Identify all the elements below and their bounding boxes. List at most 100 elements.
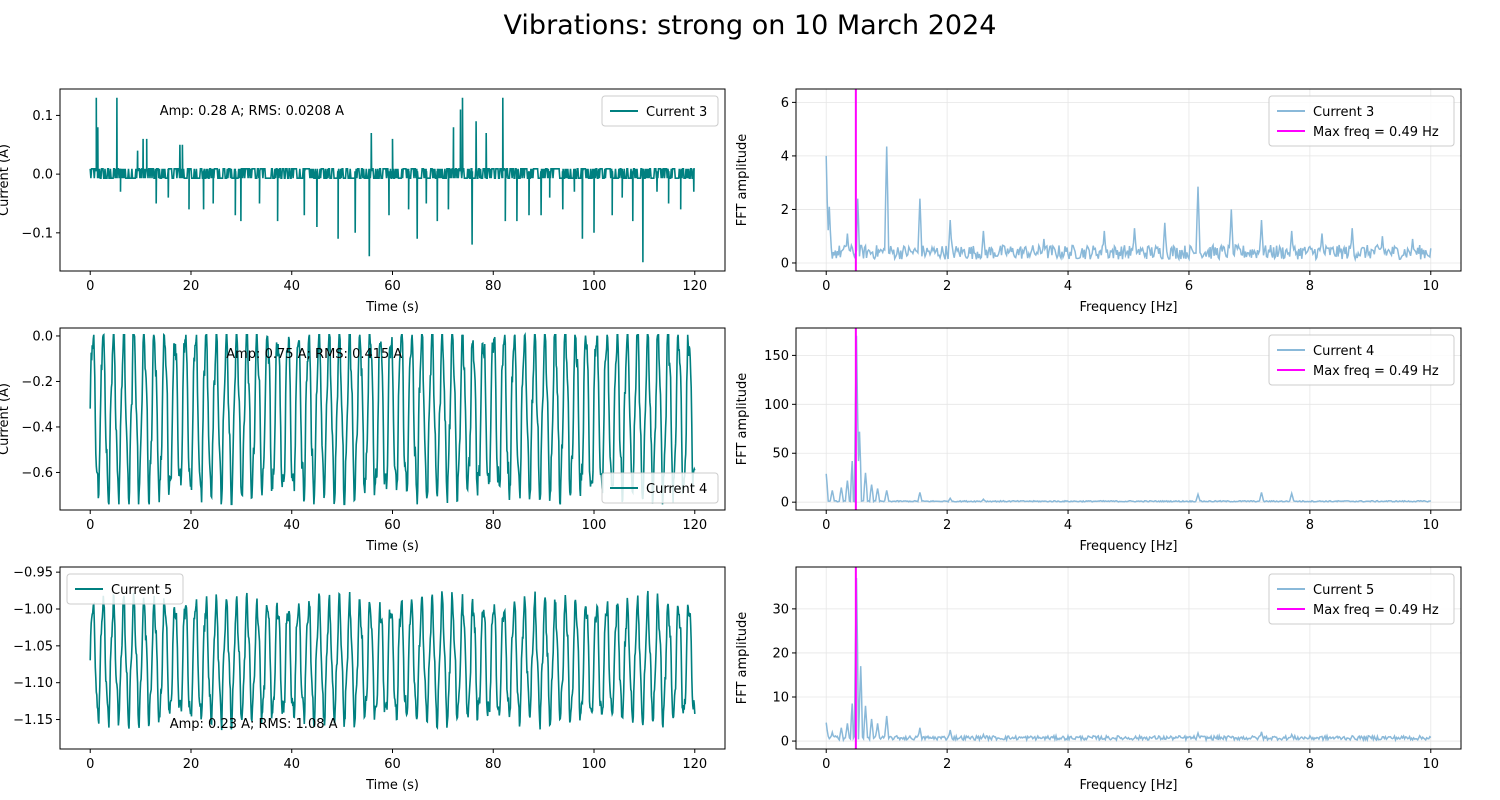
legend-label: Current 4 bbox=[646, 482, 707, 497]
y-tick-label: −0.4 bbox=[21, 420, 53, 435]
stats-annotation: Amp: 0.75 A; RMS: 0.415 A bbox=[226, 347, 402, 362]
y-tick-label: 0.0 bbox=[32, 168, 53, 183]
y-axis-label: FFT amplitude bbox=[735, 612, 750, 705]
series-line-fft-current-4 bbox=[825, 335, 1431, 504]
x-tick-label: 100 bbox=[582, 757, 607, 772]
legend-frame bbox=[601, 472, 719, 504]
x-tick-label: 2 bbox=[943, 518, 951, 533]
x-tick-label: 0 bbox=[822, 279, 830, 294]
legend-frame bbox=[1268, 573, 1455, 625]
x-tick-label: 2 bbox=[943, 757, 951, 772]
y-tick-label: 0.1 bbox=[32, 109, 53, 124]
x-tick-label: 10 bbox=[1422, 279, 1439, 294]
legend-frame bbox=[1268, 95, 1455, 147]
legend-label: Current 3 bbox=[646, 105, 707, 120]
y-tick-label: −0.6 bbox=[21, 466, 53, 481]
axes-frame bbox=[795, 327, 1462, 511]
series-line-time-current-3 bbox=[89, 97, 695, 263]
y-axis-label: Current (A) bbox=[0, 144, 12, 216]
x-tick-label: 6 bbox=[1185, 279, 1193, 294]
panel-fft-current-3: 0 2 4 6 8 10 0 2 4 6 Frequency [Hz] FFT amplitude Cu… bbox=[735, 88, 1462, 315]
stats-annotation: Amp: 0.28 A; RMS: 0.0208 A bbox=[160, 104, 344, 119]
legend-label: Current 4 bbox=[1313, 344, 1374, 359]
y-tick-label: −1.15 bbox=[13, 713, 53, 728]
x-tick-label: 120 bbox=[682, 518, 707, 533]
series-line-time-current-5 bbox=[89, 590, 696, 731]
x-tick-label: 0 bbox=[86, 757, 94, 772]
x-tick-label: 80 bbox=[485, 518, 502, 533]
legend-frame bbox=[601, 95, 719, 127]
figure-title: Vibrations: strong on 10 March 2024 bbox=[503, 10, 997, 41]
legend: Current 3 bbox=[601, 95, 719, 127]
x-tick-label: 4 bbox=[1064, 518, 1072, 533]
legend: Current 5 bbox=[66, 573, 184, 605]
y-tick-label: −0.95 bbox=[13, 566, 53, 581]
y-axis-label: Current (A) bbox=[0, 383, 12, 455]
x-tick-label: 40 bbox=[283, 757, 300, 772]
x-tick-label: 6 bbox=[1185, 757, 1193, 772]
series-line-fft-current-3 bbox=[825, 146, 1432, 263]
x-tick-label: 6 bbox=[1185, 518, 1193, 533]
y-tick-label: 6 bbox=[781, 96, 789, 111]
x-tick-label: 80 bbox=[485, 279, 502, 294]
y-tick-label: −0.2 bbox=[21, 375, 53, 390]
y-tick-label: 2 bbox=[781, 203, 789, 218]
legend-label: Max freq = 0.49 Hz bbox=[1313, 125, 1439, 140]
y-tick-label: 150 bbox=[764, 349, 789, 364]
x-axis-label: Frequency [Hz] bbox=[1079, 539, 1177, 554]
legend-label: Current 5 bbox=[111, 583, 172, 598]
y-tick-label: 50 bbox=[772, 447, 789, 462]
series-line-fft-current-5 bbox=[825, 577, 1432, 743]
legend-label: Max freq = 0.49 Hz bbox=[1313, 364, 1439, 379]
legend-label: Current 5 bbox=[1313, 583, 1374, 598]
x-tick-label: 100 bbox=[582, 518, 607, 533]
x-tick-label: 100 bbox=[582, 279, 607, 294]
y-tick-label: −1.00 bbox=[13, 603, 53, 618]
panel-fft-current-5: 0 2 4 6 8 10 0 10 20 30 Frequency [Hz] FFT amplitud… bbox=[735, 566, 1462, 793]
y-tick-label: −1.05 bbox=[13, 639, 53, 654]
legend-label: Current 3 bbox=[1313, 105, 1374, 120]
x-tick-label: 60 bbox=[384, 279, 401, 294]
y-tick-label: 0 bbox=[781, 496, 789, 511]
legend-frame bbox=[66, 573, 184, 605]
x-axis-label: Frequency [Hz] bbox=[1079, 300, 1177, 315]
x-tick-label: 0 bbox=[86, 518, 94, 533]
x-tick-label: 2 bbox=[943, 279, 951, 294]
panel-time-current-5: 0 20 40 60 80 100 120 −1.15 −1.10 −1.05 −1.00 −0.95… bbox=[13, 566, 726, 793]
x-axis-label: Time (s) bbox=[365, 778, 419, 793]
x-tick-label: 120 bbox=[682, 757, 707, 772]
x-tick-label: 10 bbox=[1422, 518, 1439, 533]
x-tick-label: 60 bbox=[384, 518, 401, 533]
legend: Current 5 Max freq = 0.49 Hz bbox=[1268, 573, 1455, 625]
legend: Current 4 Max freq = 0.49 Hz bbox=[1268, 334, 1455, 386]
legend: Current 4 bbox=[601, 472, 719, 504]
x-tick-label: 4 bbox=[1064, 279, 1072, 294]
x-tick-label: 120 bbox=[682, 279, 707, 294]
x-tick-label: 20 bbox=[183, 279, 200, 294]
y-tick-label: 0 bbox=[781, 256, 789, 271]
x-tick-label: 0 bbox=[86, 279, 94, 294]
y-tick-label: 4 bbox=[781, 149, 789, 164]
axes-frame bbox=[795, 566, 1462, 750]
x-tick-label: 40 bbox=[283, 518, 300, 533]
y-tick-label: 0.0 bbox=[32, 329, 53, 344]
y-tick-label: 20 bbox=[772, 646, 789, 661]
x-tick-label: 8 bbox=[1306, 757, 1314, 772]
axes-frame bbox=[795, 88, 1462, 272]
legend-label: Max freq = 0.49 Hz bbox=[1313, 603, 1439, 618]
y-tick-label: 100 bbox=[764, 398, 789, 413]
x-tick-label: 80 bbox=[485, 757, 502, 772]
y-axis-label: FFT amplitude bbox=[735, 373, 750, 466]
panel-time-current-3: 0 20 40 60 80 100 120 −0.1 0.0 0.1 Time (s) Current… bbox=[0, 88, 726, 315]
stats-annotation: Amp: 0.23 A; RMS: 1.08 A bbox=[170, 717, 338, 732]
x-tick-label: 0 bbox=[822, 518, 830, 533]
x-tick-label: 10 bbox=[1422, 757, 1439, 772]
x-tick-label: 4 bbox=[1064, 757, 1072, 772]
x-tick-label: 8 bbox=[1306, 279, 1314, 294]
x-tick-label: 8 bbox=[1306, 518, 1314, 533]
series-line-time-current-4 bbox=[89, 331, 696, 506]
y-tick-label: 0 bbox=[781, 735, 789, 750]
